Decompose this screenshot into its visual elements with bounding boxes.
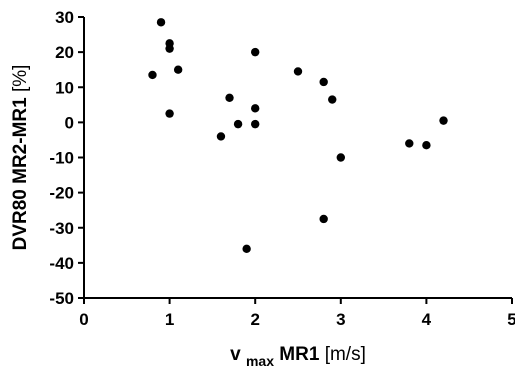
data-point: [165, 109, 174, 118]
x-axis-title-subscript: max: [246, 353, 274, 369]
x-tick-label: 4: [422, 310, 432, 329]
x-tick-label: 0: [79, 310, 88, 329]
data-point: [216, 132, 226, 141]
data-point: [242, 244, 251, 254]
x-tick-label: 2: [250, 310, 259, 329]
x-axis-title-main: v: [230, 344, 241, 365]
x-axis-title-rest: MR1: [279, 344, 320, 365]
data-point: [422, 141, 431, 150]
data-point: [225, 93, 234, 102]
x-tick-label: 3: [336, 310, 345, 329]
data-point: [439, 116, 448, 125]
x-tick-label: 5: [507, 310, 515, 329]
y-ticks: 30 20 10 0 -10 -20 -30 -40 -50: [49, 8, 84, 308]
data-point: [165, 44, 174, 53]
data-point: [251, 119, 260, 129]
data-point: [328, 95, 337, 104]
data-point: [336, 153, 345, 162]
data-point: [293, 67, 303, 76]
data-point: [173, 65, 183, 74]
y-axis-title-main: DVR80 MR2-MR1: [10, 97, 31, 251]
y-tick-label: -20: [49, 184, 74, 203]
data-point: [405, 139, 414, 148]
y-tick-label: 10: [55, 78, 74, 97]
x-axis-title: v max MR1 [m/s]: [230, 344, 366, 371]
data-points: [148, 18, 448, 254]
y-tick-label: 0: [65, 113, 74, 132]
data-point: [156, 18, 166, 27]
data-point: [319, 214, 328, 224]
y-tick-label: 20: [55, 43, 74, 62]
y-axis-title-unit: [%]: [10, 65, 31, 92]
y-tick-label: -30: [49, 219, 74, 238]
y-tick-label: 30: [55, 8, 74, 27]
y-tick-label: -10: [49, 149, 74, 168]
data-point: [319, 77, 328, 87]
y-tick-label: -50: [49, 289, 74, 308]
data-point: [251, 47, 260, 57]
data-point: [251, 104, 260, 113]
data-point: [148, 70, 157, 80]
y-tick-label: -40: [49, 254, 74, 273]
axes: [83, 17, 512, 299]
y-axis-title: DVR80 MR2-MR1 [%]: [10, 65, 31, 251]
x-ticks: 0 1 2 3 4 5: [79, 298, 515, 329]
data-point: [233, 119, 243, 129]
x-axis-title-unit: [m/s]: [325, 344, 366, 365]
x-tick-label: 1: [165, 310, 174, 329]
